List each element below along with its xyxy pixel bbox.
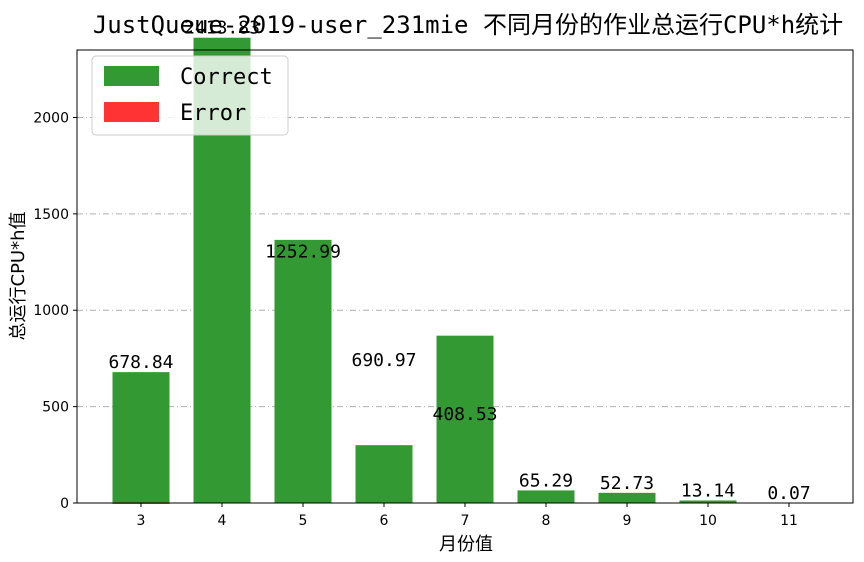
- data-label: 690.97: [351, 350, 416, 371]
- x-tick-label: 4: [218, 513, 227, 529]
- x-tick-label: 10: [699, 513, 717, 529]
- bar-correct: [436, 335, 494, 503]
- bar-correct: [598, 492, 656, 503]
- legend-swatch: [104, 102, 159, 122]
- data-label: 52.73: [600, 473, 654, 494]
- bar-correct: [112, 372, 170, 503]
- x-axis-label: 月份值: [439, 534, 493, 555]
- data-label: 678.84: [108, 352, 173, 373]
- y-axis-label: 总运行CPU*h值: [8, 211, 29, 340]
- data-labels: 678.84 2413.83 1252.99 690.97 408.53 65.29 52.…: [108, 18, 810, 504]
- data-label: 2413.83: [184, 18, 260, 39]
- data-label: 0.07: [767, 483, 810, 504]
- bar-correct: [355, 445, 413, 503]
- x-tick-label: 11: [780, 513, 798, 529]
- y-tick-label: 500: [42, 400, 69, 416]
- legend-swatch: [104, 66, 159, 86]
- x-tick-label: 6: [380, 513, 389, 529]
- data-label: 13.14: [681, 480, 735, 501]
- y-tick-label: 2000: [33, 110, 69, 126]
- legend-label: Correct: [180, 65, 273, 90]
- bar-correct: [517, 490, 575, 503]
- chart-title: JustQueue-2019-user_231mie 不同月份的作业总运行CPU…: [93, 11, 843, 39]
- data-label: 1252.99: [265, 241, 341, 262]
- bar-correct: [679, 500, 737, 503]
- data-label: 65.29: [519, 470, 573, 491]
- plot-frame: [76, 49, 854, 504]
- x-tick-label: 9: [623, 513, 632, 529]
- axes: 0 500 1000 1500 2000 3 4 5 6 7 8 9 10 11: [33, 49, 854, 529]
- x-tick-label: 7: [461, 513, 470, 529]
- y-tick-label: 1000: [33, 303, 69, 319]
- bar-correct: [274, 239, 332, 504]
- legend: Correct Error: [91, 55, 289, 136]
- y-tick-label: 1500: [33, 207, 69, 223]
- gridlines: [77, 116, 853, 408]
- y-tick-label: 0: [60, 496, 69, 512]
- legend-label: Error: [180, 101, 246, 126]
- data-label: 408.53: [432, 404, 497, 425]
- x-tick-label: 8: [542, 513, 551, 529]
- x-tick-label: 3: [137, 513, 146, 529]
- x-tick-label: 5: [299, 513, 308, 529]
